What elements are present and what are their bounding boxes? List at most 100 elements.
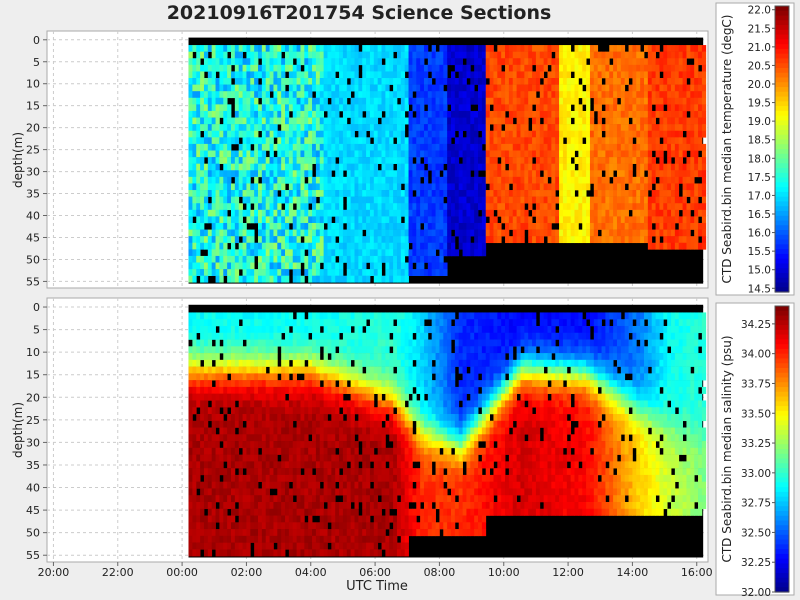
heatmap-cell xyxy=(578,117,583,125)
colorbar-tick-label: 15.5 xyxy=(748,246,771,258)
heatmap-cell xyxy=(269,45,274,52)
heatmap-cell xyxy=(358,262,363,270)
heatmap-cell xyxy=(196,143,201,151)
heatmap-cell xyxy=(682,78,687,85)
heatmap-cell xyxy=(296,78,301,85)
heatmap-cell xyxy=(555,130,560,138)
heatmap-cell xyxy=(238,393,243,401)
heatmap-cell xyxy=(281,163,286,171)
heatmap-cell xyxy=(312,236,317,244)
heatmap-cell xyxy=(269,170,274,178)
heatmap-cell xyxy=(439,124,444,132)
heatmap-cell xyxy=(450,242,456,250)
heatmap-cell xyxy=(265,190,270,197)
heatmap-cell xyxy=(288,229,294,237)
heatmap-cell xyxy=(346,91,352,99)
heatmap-cell xyxy=(620,190,626,197)
heatmap-cell xyxy=(651,196,656,204)
heatmap-cell xyxy=(628,196,633,204)
heatmap-cell xyxy=(207,373,213,381)
heatmap-cell xyxy=(381,78,386,85)
heatmap-cell xyxy=(196,222,201,230)
heatmap-cell xyxy=(532,183,537,191)
heatmap-cell xyxy=(674,97,680,105)
heatmap-cell xyxy=(373,51,379,59)
heatmap-cell xyxy=(288,117,294,125)
heatmap-cell xyxy=(265,319,270,327)
heatmap-cell xyxy=(285,91,290,99)
heatmap-cell xyxy=(636,196,641,204)
heatmap-cell xyxy=(543,203,548,211)
heatmap-cell xyxy=(478,51,483,59)
heatmap-cell xyxy=(335,176,340,184)
heatmap-cell xyxy=(481,91,487,99)
heatmap-cell xyxy=(543,157,548,164)
heatmap-cell xyxy=(698,163,703,171)
heatmap-cell xyxy=(242,117,247,125)
heatmap-cell xyxy=(562,196,568,204)
heatmap-cell xyxy=(215,255,220,263)
heatmap-cell xyxy=(609,137,614,145)
heatmap-cell xyxy=(242,71,247,79)
heatmap-cell xyxy=(694,45,699,52)
heatmap-cell xyxy=(489,143,494,151)
heatmap-cell xyxy=(273,157,278,164)
heatmap-cell xyxy=(346,229,352,237)
heatmap-cell xyxy=(636,183,641,191)
heatmap-cell xyxy=(404,84,409,92)
heatmap-cell xyxy=(574,170,579,178)
heatmap-cell xyxy=(234,447,240,455)
heatmap-cell xyxy=(315,130,321,138)
heatmap-cell xyxy=(339,196,344,204)
heatmap-cell xyxy=(366,143,371,151)
heatmap-cell xyxy=(373,110,379,118)
heatmap-cell xyxy=(435,236,440,244)
heatmap-cell xyxy=(312,97,317,105)
heatmap-cell xyxy=(566,209,572,217)
heatmap-cell xyxy=(200,441,205,449)
heatmap-cell xyxy=(435,190,440,197)
heatmap-cell xyxy=(454,190,460,197)
heatmap-cell xyxy=(203,501,209,510)
heatmap-cell xyxy=(520,84,525,92)
heatmap-cell xyxy=(203,447,209,455)
heatmap-cell xyxy=(613,110,618,118)
heatmap-cell xyxy=(203,481,209,489)
heatmap-cell xyxy=(678,222,683,230)
heatmap-cell xyxy=(651,91,656,99)
heatmap-cell xyxy=(512,91,518,99)
heatmap-cell xyxy=(362,117,367,125)
heatmap-cell xyxy=(385,242,390,250)
heatmap-cell xyxy=(285,45,290,52)
heatmap-cell xyxy=(593,58,599,66)
heatmap-cell xyxy=(605,176,610,184)
heatmap-cell xyxy=(450,124,456,132)
heatmap-cell xyxy=(690,183,695,191)
heatmap-cell xyxy=(230,117,236,125)
heatmap-cell xyxy=(207,468,213,476)
heatmap-cell xyxy=(632,110,637,118)
heatmap-cell xyxy=(555,104,560,112)
heatmap-cell xyxy=(524,157,529,164)
heatmap-cell xyxy=(671,222,676,230)
heatmap-cell xyxy=(427,236,433,244)
heatmap-cell xyxy=(342,71,348,79)
heatmap-cell xyxy=(605,229,610,237)
heatmap-cell xyxy=(624,51,629,59)
heatmap-cell xyxy=(377,45,382,52)
heatmap-cell xyxy=(373,249,379,257)
heatmap-cell xyxy=(597,176,602,184)
heatmap-cell xyxy=(543,117,548,125)
heatmap-cell xyxy=(470,137,475,145)
heatmap-cell xyxy=(505,97,510,105)
heatmap-cell xyxy=(578,183,583,191)
heatmap-cell xyxy=(493,157,498,164)
heatmap-cell xyxy=(647,91,653,99)
heatmap-cell xyxy=(292,143,298,151)
heatmap-cell xyxy=(616,130,622,138)
heatmap-cell xyxy=(586,170,591,178)
heatmap-cell xyxy=(354,209,359,217)
heatmap-cell xyxy=(373,78,379,85)
heatmap-cell xyxy=(566,190,572,197)
heatmap-cell xyxy=(574,58,579,66)
